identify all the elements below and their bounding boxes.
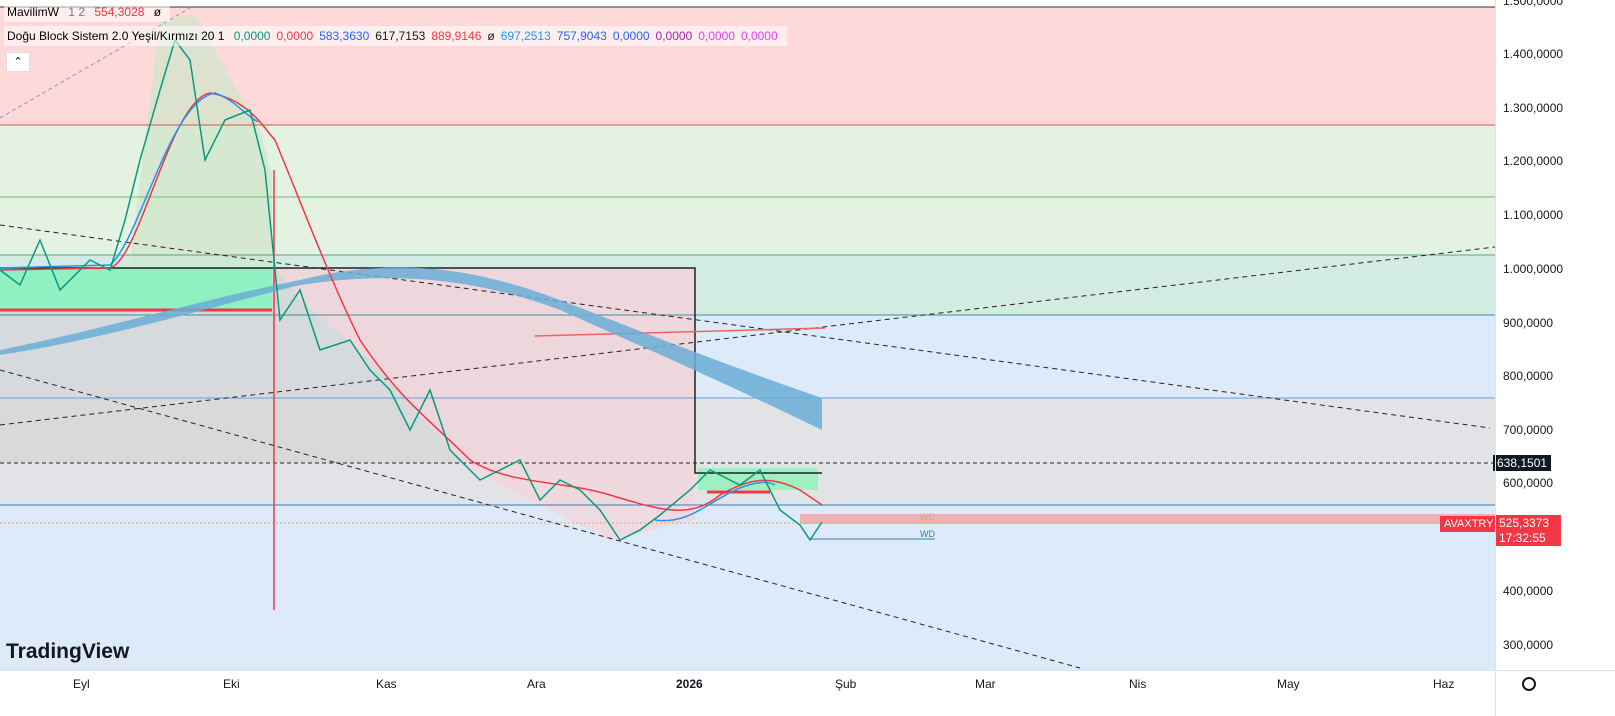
countdown-badge: 17:32:55	[1495, 530, 1561, 546]
indicator-value: 583,3630	[319, 29, 370, 43]
pink-area	[275, 268, 695, 540]
price-label: 1.100,0000	[1503, 208, 1564, 222]
indicator-symbol: ø	[153, 5, 162, 19]
indicator-name: Doğu Block Sistem 2.0 Yeşil/Kırmızı 20 1	[7, 29, 225, 43]
indicator-value: 0,0000	[740, 29, 778, 43]
price-label: 300,0000	[1503, 638, 1554, 652]
indicator-value: ø	[487, 29, 495, 43]
chart-label: WD	[920, 512, 935, 522]
time-label: Mar	[975, 677, 996, 691]
indicator-value: 889,9146	[431, 29, 482, 43]
price-label: 1.500,0000	[1503, 0, 1564, 8]
time-label: Haz	[1433, 677, 1455, 691]
watermark: TradingView	[6, 640, 130, 663]
time-label: 2026	[676, 677, 703, 691]
settings-button[interactable]	[1522, 677, 1536, 691]
indicator-value: 0,0000	[655, 29, 693, 43]
level-badge: 638,1501	[1493, 455, 1552, 471]
price-badge: 525,3373	[1495, 515, 1561, 531]
axis-border	[1495, 0, 1496, 716]
time-label: Ara	[527, 677, 546, 691]
price-label: 800,0000	[1503, 369, 1554, 383]
price-label: 400,0000	[1503, 584, 1554, 598]
price-label: 1.200,0000	[1503, 154, 1564, 168]
axis-border	[0, 670, 1615, 671]
symbol-badge: AVAXTRY	[1440, 516, 1498, 532]
price-label: 700,0000	[1503, 423, 1554, 437]
indicator-params: 1 2	[68, 5, 86, 19]
indicator-name: MavilimW	[7, 5, 59, 19]
indicator-value: 0,0000	[612, 29, 650, 43]
price-label: 1.300,0000	[1503, 101, 1564, 115]
price-label: 600,0000	[1503, 476, 1554, 490]
indicator-value: 697,2513	[500, 29, 551, 43]
legend-row[interactable]: MavilimW 1 2 554,3028 ø	[4, 2, 171, 22]
green-box	[0, 268, 272, 310]
time-label: May	[1277, 677, 1300, 691]
time-label: Kas	[376, 677, 397, 691]
time-label: Eki	[223, 677, 240, 691]
indicator-value: 0,0000	[276, 29, 314, 43]
price-label: 900,0000	[1503, 316, 1554, 330]
red-band	[800, 514, 1495, 524]
price-label: 1.400,0000	[1503, 47, 1564, 61]
green-area	[120, 15, 272, 268]
time-label: Nis	[1129, 677, 1147, 691]
indicator-value: 0,0000	[233, 29, 271, 43]
chart-label: WD	[920, 529, 935, 539]
indicator-value: 554,3028	[94, 5, 145, 19]
collapse-button[interactable]: ⌃	[6, 52, 30, 72]
indicator-value: 757,9043	[556, 29, 607, 43]
indicator-value: 617,7153	[375, 29, 426, 43]
indicator-value: 0,0000	[698, 29, 735, 43]
price-label: 1.000,0000	[1503, 262, 1564, 276]
legend-row[interactable]: Doğu Block Sistem 2.0 Yeşil/Kırmızı 20 1…	[4, 26, 787, 46]
time-label: Eyl	[73, 677, 90, 691]
time-label: Şub	[835, 677, 857, 691]
